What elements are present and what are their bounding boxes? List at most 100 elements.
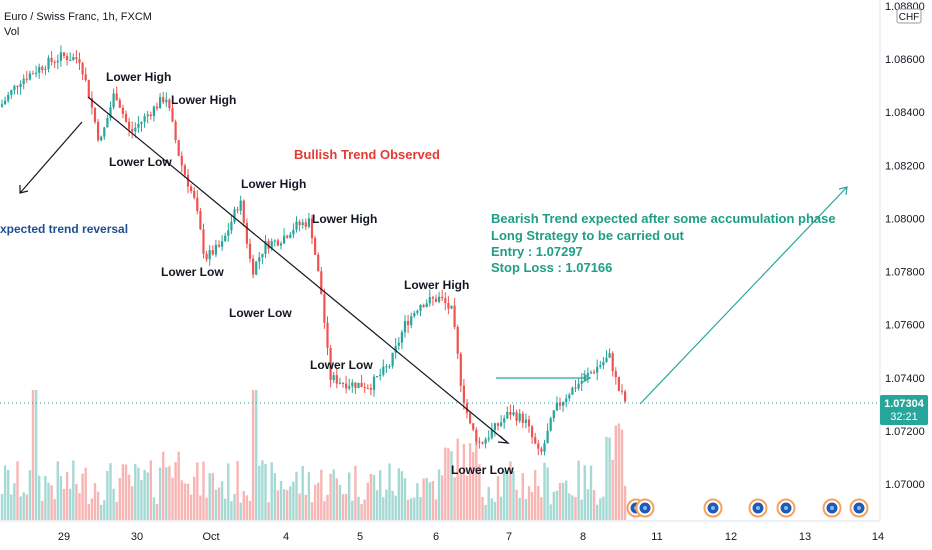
candle [407, 314, 410, 333]
economic-event-icon[interactable] [748, 498, 768, 518]
volume-bar [543, 462, 546, 520]
candle [239, 195, 242, 215]
candle [459, 352, 462, 393]
volume-bar [62, 488, 66, 520]
candle [329, 344, 332, 388]
volume-bar [506, 472, 509, 520]
candle [152, 105, 155, 122]
annotation-lower-low: Lower Low [310, 358, 373, 372]
candle [205, 250, 208, 262]
volume-bar [565, 480, 568, 520]
volume-bar [549, 504, 552, 520]
volume-bar [115, 501, 118, 520]
candle [366, 384, 369, 390]
annotation-lower-low: Lower Low [451, 463, 514, 477]
volume-bar [78, 493, 81, 520]
volume-bar [270, 462, 273, 520]
volume-bar [354, 465, 357, 520]
candle [509, 404, 512, 420]
volume-bar [248, 500, 252, 520]
volume-bar [382, 497, 385, 520]
volume-bar [503, 470, 506, 520]
economic-event-icon[interactable] [776, 498, 796, 518]
candle [97, 119, 100, 143]
volume-bar [422, 478, 425, 520]
candle [444, 292, 447, 311]
candle [413, 310, 416, 319]
candle [500, 415, 503, 428]
candle [59, 45, 62, 67]
economic-event-icon[interactable] [822, 498, 842, 518]
candle [100, 135, 103, 142]
volume-bar [326, 494, 329, 520]
candle [496, 422, 500, 431]
candle [307, 212, 310, 229]
candle [264, 235, 267, 259]
candle [472, 423, 475, 432]
economic-event-icon[interactable] [849, 498, 869, 518]
volume-bar [199, 495, 202, 520]
candle [186, 169, 190, 194]
candle [506, 406, 509, 420]
volume-bar [450, 451, 453, 520]
volume-bars [0, 390, 627, 520]
volume-bar [403, 478, 407, 520]
candle [72, 53, 75, 61]
volume-bar [388, 463, 391, 520]
candle [403, 315, 407, 338]
candle [134, 122, 137, 138]
candle [534, 432, 537, 445]
candle [44, 65, 47, 76]
candle [112, 88, 115, 110]
candle [50, 51, 53, 66]
price-tick-label: 1.07600 [885, 320, 925, 332]
candle [35, 65, 38, 78]
volume-bar [369, 473, 373, 520]
volume-bar [351, 500, 354, 520]
candle [81, 61, 84, 81]
volume-bar [341, 494, 345, 520]
volume-bar [177, 451, 180, 520]
volume-bar [295, 471, 298, 520]
volume-label: Vol [4, 26, 20, 38]
candle [121, 104, 124, 119]
volume-bar [69, 488, 72, 520]
plan-stop-loss: Stop Loss : 1.07166 [491, 260, 612, 275]
volume-bar [65, 471, 69, 520]
candle [273, 239, 276, 247]
volume-bar [236, 461, 239, 520]
candle [180, 151, 183, 173]
candle [602, 356, 605, 370]
candle [183, 163, 186, 178]
volume-bar [310, 501, 314, 520]
economic-event-icon[interactable] [635, 498, 655, 518]
reversal-arrow-line[interactable] [19, 121, 83, 194]
candle [230, 215, 233, 234]
volume-bar [53, 499, 56, 520]
volume-bar [602, 496, 605, 520]
volume-bar [490, 498, 493, 520]
annotation-lower-high: Lower High [241, 177, 306, 191]
volume-bar [534, 469, 537, 520]
volume-bar [437, 469, 441, 520]
candle [258, 251, 261, 270]
volume-bar [19, 496, 22, 520]
projection-arrow[interactable] [639, 186, 848, 405]
volume-bar [180, 480, 183, 520]
last-price-tag: 1.07304 32:21 [880, 395, 928, 425]
volume-bar [245, 495, 249, 520]
economic-event-icon[interactable] [703, 498, 723, 518]
candle [28, 70, 31, 81]
candle [128, 117, 131, 137]
candle [242, 199, 245, 227]
volume-bar [162, 451, 165, 520]
candle [22, 74, 25, 90]
candle [286, 234, 289, 239]
volume-bar [577, 460, 580, 520]
candle [593, 369, 596, 375]
downtrend-line[interactable] [87, 96, 509, 444]
volume-bar [146, 472, 149, 520]
volume-bar [22, 492, 25, 520]
volume-bar [298, 493, 301, 520]
